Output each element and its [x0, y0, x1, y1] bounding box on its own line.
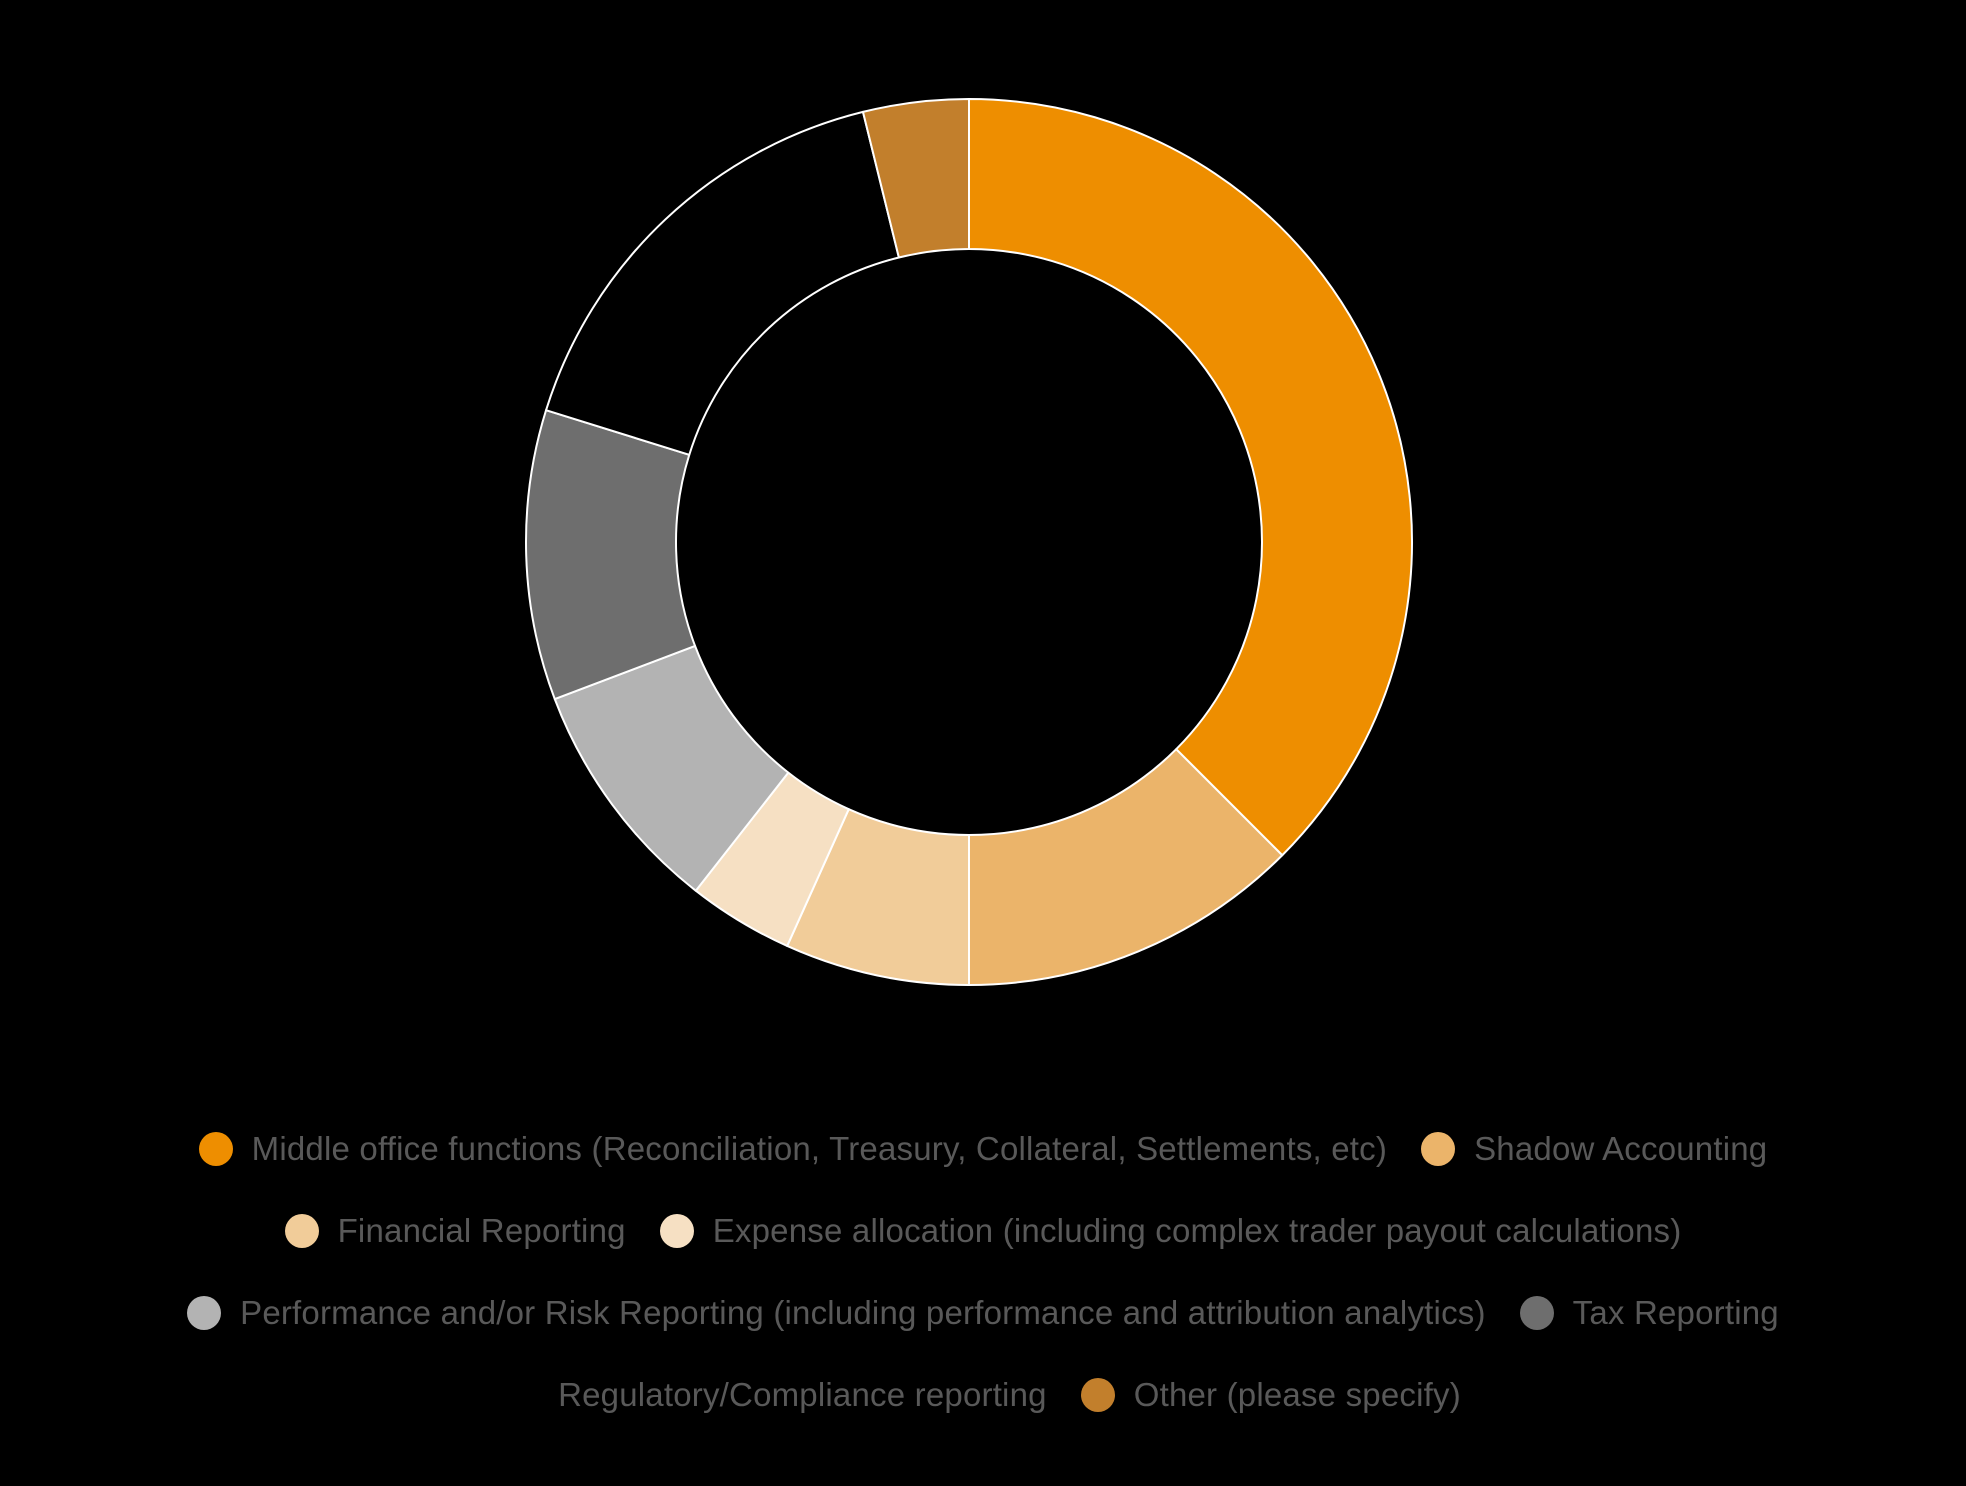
- legend-swatch: [187, 1296, 222, 1330]
- legend-label: Expense allocation (including complex tr…: [712, 1212, 1682, 1249]
- donut-slice-other-please-specify: [861, 98, 970, 259]
- legend-label: Regulatory/Compliance reporting: [558, 1376, 1047, 1413]
- legend-swatch: [1080, 1378, 1115, 1412]
- legend-label: Tax Reporting: [1572, 1294, 1779, 1331]
- legend-item-other-please-specify: Other (please specify): [1080, 1376, 1461, 1414]
- legend-item-expense-allocation-including-complex-trader-payout-calculations: Expense allocation (including complex tr…: [659, 1212, 1682, 1250]
- donut-chart: [525, 98, 1414, 986]
- legend-label: Financial Reporting: [337, 1212, 626, 1249]
- legend-item-tax-reporting: Tax Reporting: [1519, 1294, 1779, 1332]
- legend-item-shadow-accounting: Shadow Accounting: [1421, 1130, 1767, 1168]
- legend-label: Other (please specify): [1133, 1376, 1461, 1413]
- legend-label: Shadow Accounting: [1474, 1130, 1768, 1167]
- legend-swatch: [1519, 1296, 1554, 1330]
- chart-legend: Middle office functions (Reconciliation,…: [40, 1130, 1926, 1414]
- legend-item-financial-reporting: Financial Reporting: [284, 1212, 626, 1250]
- legend-item-performance-and-or-risk-reporting-including-performance-and-attribution-analytics: Performance and/or Risk Reporting (inclu…: [187, 1294, 1486, 1332]
- donut-slice-middle-office-functions-reconciliation-treasury-collateral-settlements-etc: [968, 98, 1414, 857]
- donut-chart-svg: [525, 98, 1414, 986]
- legend-item-regulatory-compliance-reporting: Regulatory/Compliance reporting: [505, 1376, 1047, 1414]
- donut-slice-tax-reporting: [525, 409, 697, 701]
- legend-label: Performance and/or Risk Reporting (inclu…: [240, 1294, 1486, 1331]
- legend-swatch: [659, 1214, 694, 1248]
- legend-label: Middle office functions (Reconciliation,…: [251, 1130, 1388, 1167]
- legend-swatch: [198, 1132, 233, 1166]
- legend-swatch: [284, 1214, 319, 1248]
- legend-item-middle-office-functions-reconciliation-treasury-collateral-settlements-etc: Middle office functions (Reconciliation,…: [198, 1130, 1388, 1168]
- legend-swatch: [1421, 1132, 1456, 1166]
- legend-swatch: [505, 1378, 540, 1412]
- donut-slice-regulatory-compliance-reporting: [545, 110, 900, 456]
